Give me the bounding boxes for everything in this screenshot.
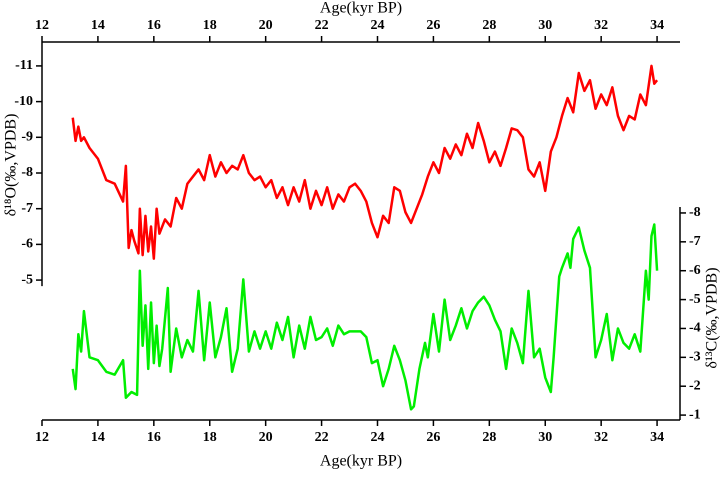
y2-axis-title: δ¹³C(‰,VPDB) [704, 267, 721, 368]
y2-tick-label: -4 [689, 321, 701, 336]
y-tick-label: -8 [21, 165, 33, 180]
x-tick-label: 12 [35, 430, 49, 445]
x-tick-label-top: 18 [203, 18, 217, 33]
x-tick-label-top: 16 [147, 18, 161, 33]
y-tick-label: -10 [14, 94, 33, 109]
y-tick-label: -7 [21, 201, 33, 216]
x-tick-label: 30 [538, 430, 552, 445]
x-tick-label-top: 14 [91, 18, 105, 33]
x-tick-label: 24 [370, 430, 384, 445]
y-axis-title: δ¹⁸O(‰,VPDB) [3, 114, 20, 217]
x-tick-label: 20 [259, 430, 273, 445]
x-tick-label-top: 28 [482, 18, 496, 33]
y-tick-label: -6 [21, 237, 33, 252]
x-tick-label: 16 [147, 430, 161, 445]
x-axis-title-top: Age(kyr BP) [320, 0, 402, 17]
x-tick-label: 18 [203, 430, 217, 445]
data-line [71, 64, 659, 260]
y2-tick-label: -1 [689, 407, 701, 422]
y2-tick-label: -8 [689, 205, 701, 220]
y-tick-label: -11 [15, 58, 33, 73]
x-tick-label-top: 34 [650, 18, 664, 33]
x-tick-label-top: 20 [259, 18, 273, 33]
x-tick-label-top: 12 [35, 18, 49, 33]
y2-tick-label: -5 [689, 292, 701, 307]
y-tick-label: -5 [21, 272, 33, 287]
x-tick-label: 14 [91, 430, 105, 445]
x-tick-label: 34 [650, 430, 664, 445]
x-tick-label: 32 [594, 430, 608, 445]
y-tick-label: -9 [21, 130, 33, 145]
x-tick-label: 26 [426, 430, 440, 445]
x-tick-label-top: 30 [538, 18, 552, 33]
y2-tick-label: -7 [689, 234, 701, 249]
x-tick-label-top: 22 [315, 18, 329, 33]
data-line [71, 223, 659, 411]
x-tick-label-top: 32 [594, 18, 608, 33]
x-tick-label: 22 [315, 430, 329, 445]
y2-tick-label: -2 [689, 378, 701, 393]
x-tick-label-top: 24 [370, 18, 384, 33]
y2-tick-label: -3 [689, 350, 701, 365]
x-tick-label-top: 26 [426, 18, 440, 33]
y2-tick-label: -6 [689, 263, 701, 278]
x-tick-label: 28 [482, 430, 496, 445]
x-axis-title: Age(kyr BP) [320, 453, 402, 470]
